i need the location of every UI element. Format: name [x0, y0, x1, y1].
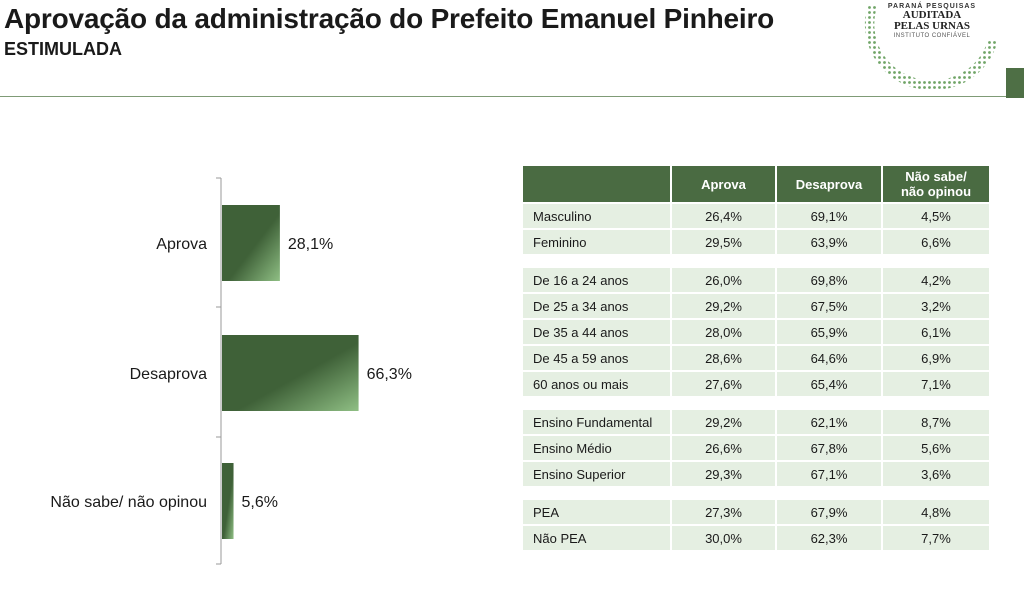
seal-line-3: PELAS URNAS	[893, 20, 971, 32]
nao-sabe-cell: 5,6%	[881, 434, 989, 461]
category-label-0: Aprova	[156, 236, 207, 253]
category-label-1: Desaprova	[130, 366, 207, 383]
aprova-cell: 29,2%	[670, 292, 776, 319]
segment-cell: De 45 a 59 anos	[523, 344, 671, 371]
nao-sabe-cell: 7,1%	[881, 370, 989, 396]
nao-sabe-cell: 3,2%	[881, 292, 989, 319]
table-row: Ensino Superior 29,3% 67,1% 3,6%	[523, 460, 989, 486]
aprova-cell: 26,6%	[670, 434, 776, 461]
header-cell-segment	[523, 166, 671, 203]
segment-cell: PEA	[523, 498, 671, 525]
segment-cell: De 16 a 24 anos	[523, 266, 671, 293]
desaprova-cell: 64,6%	[775, 344, 882, 371]
nao-sabe-cell: 6,6%	[881, 228, 989, 254]
bar-0	[222, 205, 280, 281]
desaprova-cell: 65,9%	[775, 318, 882, 345]
segment-cell: 60 anos ou mais	[523, 370, 671, 396]
desaprova-cell: 62,3%	[775, 524, 882, 550]
group-spacer-cell	[523, 254, 989, 267]
group-spacer-cell	[523, 486, 989, 499]
table-row: 60 anos ou mais 27,6% 65,4% 7,1%	[523, 370, 989, 396]
nao-sabe-cell: 4,2%	[881, 266, 989, 293]
table-row: Masculino 26,4% 69,1% 4,5%	[523, 202, 989, 229]
segment-cell: Não PEA	[523, 524, 671, 550]
segment-cell: De 25 a 34 anos	[523, 292, 671, 319]
group-spacer-cell	[523, 396, 989, 409]
approval-bar-chart: Aprova 28,1% Desaprova 66,3% Não sabe/ não o…	[50, 177, 412, 565]
header-cell-desaprova: Desaprova	[775, 166, 882, 203]
group-spacer	[523, 396, 989, 409]
aprova-cell: 29,3%	[670, 460, 776, 486]
desaprova-cell: 69,8%	[775, 266, 882, 293]
page-subtitle: ESTIMULADA	[4, 39, 122, 59]
aprova-cell: 28,0%	[670, 318, 776, 345]
table-row: PEA 27,3% 67,9% 4,8%	[523, 498, 989, 525]
aprova-cell: 26,4%	[670, 202, 776, 229]
group-spacer	[523, 254, 989, 267]
desaprova-cell: 67,9%	[775, 498, 882, 525]
aprova-cell: 29,5%	[670, 228, 776, 254]
table-row: De 25 a 34 anos 29,2% 67,5% 3,2%	[523, 292, 989, 319]
table-row: Ensino Fundamental 29,2% 62,1% 8,7%	[523, 408, 989, 435]
corner-accent	[1006, 68, 1024, 98]
table-row: Não PEA 30,0% 62,3% 7,7%	[523, 524, 989, 550]
table-row: De 45 a 59 anos 28,6% 64,6% 6,9%	[523, 344, 989, 371]
nao-sabe-cell: 7,7%	[881, 524, 989, 550]
seal-line-1: PARANÁ PESQUISAS	[887, 3, 977, 10]
page-title: Aprovação da administração do Prefeito E…	[4, 3, 775, 34]
table-row: Feminino 29,5% 63,9% 6,6%	[523, 228, 989, 254]
desaprova-cell: 69,1%	[775, 202, 882, 229]
group-spacer	[523, 486, 989, 499]
nao-sabe-cell: 3,6%	[881, 460, 989, 486]
aprova-cell: 26,0%	[670, 266, 776, 293]
value-label-0: 28,1%	[288, 236, 333, 253]
header-divider	[0, 96, 1006, 97]
desaprova-cell: 67,5%	[775, 292, 882, 319]
segment-cell: Ensino Fundamental	[523, 408, 671, 435]
table-row: De 16 a 24 anos 26,0% 69,8% 4,2%	[523, 266, 989, 293]
value-label-1: 66,3%	[367, 366, 412, 383]
nao-sabe-cell: 4,5%	[881, 202, 989, 229]
desaprova-cell: 65,4%	[775, 370, 882, 396]
seal-line-2: AUDITADA	[902, 9, 962, 21]
segment-cell: Ensino Superior	[523, 460, 671, 486]
crosstab-table: Aprova Desaprova Não sabe/ não opinou Ma…	[523, 166, 989, 550]
segment-cell: De 35 a 44 anos	[523, 318, 671, 345]
desaprova-cell: 62,1%	[775, 408, 882, 435]
segment-cell: Ensino Médio	[523, 434, 671, 461]
aprova-cell: 29,2%	[670, 408, 776, 435]
header-cell-nao-sabe: Não sabe/ não opinou	[881, 166, 989, 203]
table-header-row: Aprova Desaprova Não sabe/ não opinou	[523, 166, 989, 203]
aprova-cell: 27,3%	[670, 498, 776, 525]
aprova-cell: 28,6%	[670, 344, 776, 371]
header-nao-sabe-text: Não sabe/ não opinou	[900, 169, 972, 199]
bar-2	[222, 463, 234, 539]
audit-seal-logo: PARANÁ PESQUISAS AUDITADA PELAS URNAS IN…	[862, 0, 1002, 92]
category-label-2: Não sabe/ não opinou	[50, 494, 207, 511]
value-label-2: 5,6%	[242, 494, 278, 511]
segment-cell: Masculino	[523, 202, 671, 229]
nao-sabe-cell: 6,1%	[881, 318, 989, 345]
table-row: De 35 a 44 anos 28,0% 65,9% 6,1%	[523, 318, 989, 345]
aprova-cell: 30,0%	[670, 524, 776, 550]
aprova-cell: 27,6%	[670, 370, 776, 396]
segment-cell: Feminino	[523, 228, 671, 254]
seal-line-4: INSTITUTO CONFIÁVEL	[893, 33, 971, 39]
desaprova-cell: 63,9%	[775, 228, 882, 254]
table-row: Ensino Médio 26,6% 67,8% 5,6%	[523, 434, 989, 461]
bar-1	[222, 335, 359, 411]
desaprova-cell: 67,8%	[775, 434, 882, 461]
desaprova-cell: 67,1%	[775, 460, 882, 486]
nao-sabe-cell: 4,8%	[881, 498, 989, 525]
nao-sabe-cell: 6,9%	[881, 344, 989, 371]
header-cell-aprova: Aprova	[670, 166, 776, 203]
nao-sabe-cell: 8,7%	[881, 408, 989, 435]
